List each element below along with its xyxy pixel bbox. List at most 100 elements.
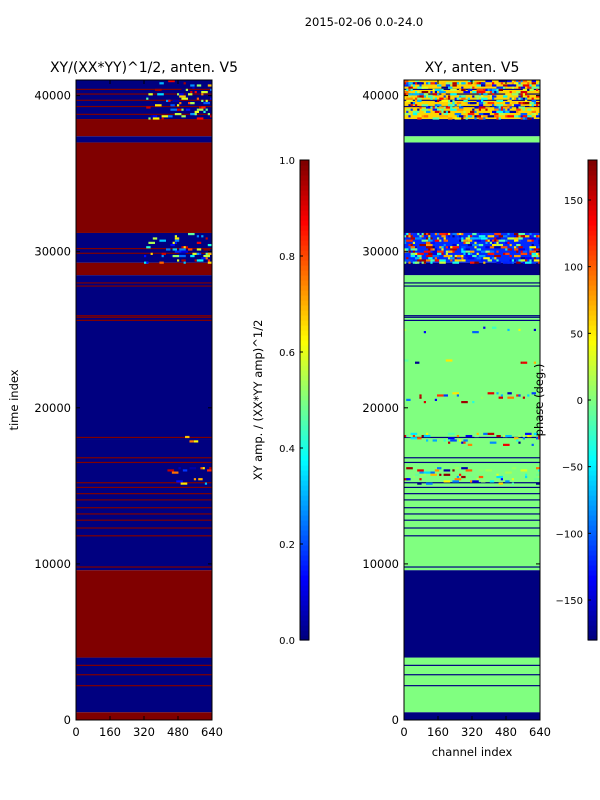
noise-cell bbox=[478, 91, 486, 94]
noise-cell bbox=[434, 110, 442, 113]
noise-cell bbox=[448, 117, 453, 120]
colorbar-segment bbox=[300, 420, 309, 426]
noise-cell bbox=[492, 243, 497, 247]
colorbar-segment bbox=[300, 365, 309, 371]
noise-cell bbox=[467, 443, 473, 446]
noise-cell bbox=[452, 82, 459, 85]
noise-cell bbox=[408, 95, 411, 98]
heatmap-line-16 bbox=[76, 436, 212, 439]
colorbar-tick-label-1: 0.0 bbox=[279, 636, 295, 647]
noise-cell bbox=[492, 93, 495, 96]
noise-cell bbox=[417, 108, 420, 111]
noise-cell bbox=[470, 110, 475, 113]
noise-cell bbox=[408, 86, 413, 89]
noise-cell bbox=[179, 102, 182, 105]
noise-cell bbox=[507, 232, 510, 236]
noise-cell bbox=[489, 250, 495, 253]
noise-cell bbox=[201, 257, 208, 260]
colorbar-segment bbox=[588, 595, 597, 601]
noise-cell bbox=[441, 246, 444, 249]
noise-cell bbox=[180, 482, 188, 485]
heatmap-line-12 bbox=[404, 486, 540, 489]
heatmap-line-23 bbox=[76, 247, 212, 250]
colorbar-segment bbox=[588, 400, 597, 406]
colorbar-segment bbox=[300, 180, 309, 186]
noise-cell bbox=[179, 254, 186, 258]
noise-cell bbox=[476, 232, 479, 236]
colorbar-segment bbox=[588, 340, 597, 346]
colorbar-segment bbox=[300, 485, 309, 491]
colorbar-segment bbox=[588, 445, 597, 451]
noise-cell bbox=[417, 469, 424, 472]
colorbar-segment bbox=[588, 160, 597, 166]
noise-cell bbox=[437, 250, 444, 253]
noise-cell bbox=[529, 102, 534, 105]
noise-cell bbox=[404, 261, 407, 264]
colorbar-segment bbox=[300, 475, 309, 481]
noise-cell bbox=[404, 91, 409, 94]
noise-cell bbox=[536, 235, 540, 238]
noise-region-2 bbox=[146, 80, 212, 120]
heatmap-line-20 bbox=[404, 285, 540, 287]
noise-cell bbox=[465, 117, 468, 120]
noise-cell bbox=[185, 93, 188, 96]
x-tick-label-5: 640 bbox=[201, 725, 223, 739]
noise-cell bbox=[496, 250, 499, 253]
noise-cell bbox=[443, 480, 451, 483]
noise-cell bbox=[465, 237, 470, 240]
noise-cell bbox=[481, 237, 488, 240]
noise-cell bbox=[525, 432, 532, 435]
colorbar-segment bbox=[300, 250, 309, 256]
x-tick-label-4: 480 bbox=[167, 725, 189, 739]
heatmap-line-24 bbox=[76, 130, 212, 133]
noise-cell bbox=[432, 252, 440, 255]
noise-cell bbox=[432, 108, 440, 111]
heatmap-line-12 bbox=[76, 486, 212, 489]
colorbar-segment bbox=[588, 305, 597, 311]
heatmap-line-14 bbox=[76, 461, 212, 464]
noise-cell bbox=[520, 106, 525, 109]
noise-cell bbox=[181, 259, 186, 262]
noise-cell bbox=[426, 241, 433, 244]
noise-cell bbox=[172, 254, 180, 258]
noise-cell bbox=[406, 108, 411, 111]
noise-cell bbox=[406, 97, 413, 100]
noise-cell bbox=[492, 84, 497, 87]
noise-cell bbox=[518, 394, 521, 397]
noise-cell bbox=[419, 84, 422, 87]
colorbar-segment bbox=[588, 200, 597, 206]
noise-cell bbox=[421, 259, 426, 262]
colorbar-segment bbox=[588, 430, 597, 436]
noise-cell bbox=[439, 239, 442, 242]
noise-cell bbox=[467, 82, 473, 85]
noise-cell bbox=[196, 252, 199, 255]
noise-cell bbox=[470, 235, 473, 238]
noise-cell bbox=[183, 246, 186, 249]
noise-cell bbox=[456, 434, 459, 438]
y-tick-label-1: 0 bbox=[392, 713, 399, 727]
noise-cell bbox=[516, 241, 521, 244]
noise-cell bbox=[514, 115, 519, 118]
colorbar-segment bbox=[300, 605, 309, 611]
noise-cell bbox=[522, 361, 528, 364]
noise-cell bbox=[408, 243, 413, 247]
colorbar-segment bbox=[588, 255, 597, 261]
colorbar-segment bbox=[588, 460, 597, 466]
colorbar-segment bbox=[588, 235, 597, 241]
noise-cell bbox=[443, 254, 451, 258]
noise-cell bbox=[452, 232, 459, 236]
colorbar-segment bbox=[300, 560, 309, 566]
heatmap-line-7 bbox=[76, 519, 212, 521]
noise-cell bbox=[485, 104, 490, 107]
noise-cell bbox=[478, 93, 481, 96]
colorbar-segment bbox=[300, 545, 309, 551]
noise-cell bbox=[516, 110, 519, 113]
noise-cell bbox=[516, 97, 519, 100]
noise-cell bbox=[507, 396, 514, 399]
colorbar-segment bbox=[588, 370, 597, 376]
noise-cell bbox=[423, 331, 426, 334]
noise-cell bbox=[520, 259, 525, 262]
noise-cell bbox=[538, 113, 540, 116]
noise-cell bbox=[426, 95, 429, 98]
noise-cell bbox=[172, 99, 180, 102]
